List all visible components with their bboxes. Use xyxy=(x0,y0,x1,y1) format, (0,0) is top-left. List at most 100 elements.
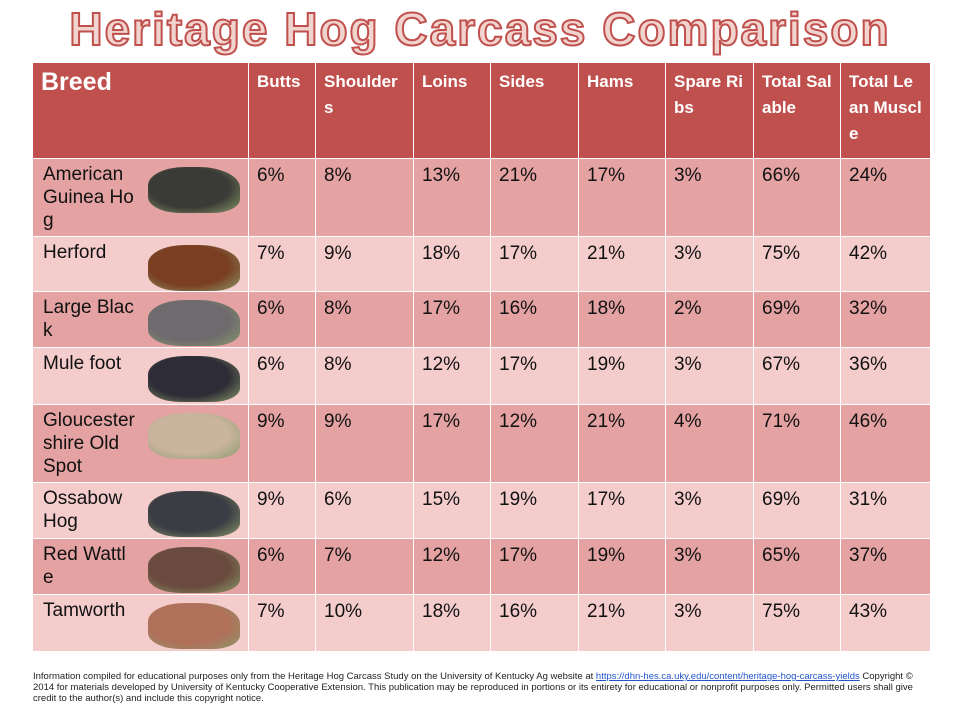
pig-photo xyxy=(148,356,240,402)
value-cell: 17% xyxy=(490,236,579,292)
breed-cell: Gloucestershire Old Spot xyxy=(32,404,249,483)
value-cell: 36% xyxy=(840,347,931,405)
value-cell: 75% xyxy=(753,236,841,292)
value-cell: 32% xyxy=(840,291,931,348)
value-cell: 21% xyxy=(578,594,666,652)
table-row: Gloucestershire Old Spot 9% 9% 17% 12% 21% 4% 7… xyxy=(32,404,931,483)
column-header: Sides xyxy=(490,62,579,159)
value-cell: 12% xyxy=(413,538,491,595)
pig-photo xyxy=(148,491,240,537)
header-row: Breed Butts Shoulders Loins Sides Hams Spare R… xyxy=(32,62,931,159)
value-cell: 3% xyxy=(665,347,754,405)
table-row: Large Black 6% 8% 17% 16% 18% 2% 69% 32% xyxy=(32,291,931,348)
value-cell: 67% xyxy=(753,347,841,405)
value-cell: 18% xyxy=(578,291,666,348)
value-cell: 2% xyxy=(665,291,754,348)
column-header: Spare Ribs xyxy=(665,62,754,159)
value-cell: 17% xyxy=(413,404,491,483)
value-cell: 19% xyxy=(490,482,579,539)
table-row: Red Wattle 6% 7% 12% 17% 19% 3% 65% 37% xyxy=(32,538,931,595)
pig-photo xyxy=(148,413,240,459)
value-cell: 12% xyxy=(490,404,579,483)
breed-name: Gloucestershire Old Spot xyxy=(43,410,135,477)
value-cell: 19% xyxy=(578,347,666,405)
value-cell: 21% xyxy=(490,158,579,237)
value-cell: 21% xyxy=(578,404,666,483)
value-cell: 12% xyxy=(413,347,491,405)
value-cell: 16% xyxy=(490,594,579,652)
column-header: Hams xyxy=(578,62,666,159)
value-cell: 6% xyxy=(248,347,316,405)
breed-name: Tamworth xyxy=(43,600,126,621)
value-cell: 18% xyxy=(413,594,491,652)
value-cell: 7% xyxy=(315,538,414,595)
breed-name: Red Wattle xyxy=(43,544,126,588)
column-header: Breed xyxy=(32,62,249,159)
value-cell: 7% xyxy=(248,236,316,292)
value-cell: 13% xyxy=(413,158,491,237)
pig-photo xyxy=(148,167,240,213)
value-cell: 21% xyxy=(578,236,666,292)
breed-name: Ossabow Hog xyxy=(43,488,123,532)
value-cell: 9% xyxy=(248,404,316,483)
title: Heritage Hog Carcass Comparison xyxy=(68,2,891,56)
value-cell: 8% xyxy=(315,158,414,237)
table-row: Mule foot 6% 8% 12% 17% 19% 3% 67% 36% xyxy=(32,347,931,405)
value-cell: 4% xyxy=(665,404,754,483)
value-cell: 65% xyxy=(753,538,841,595)
breed-cell: American Guinea Hog xyxy=(32,158,249,237)
value-cell: 17% xyxy=(578,482,666,539)
column-header: Total Salable xyxy=(753,62,841,159)
value-cell: 24% xyxy=(840,158,931,237)
value-cell: 18% xyxy=(413,236,491,292)
value-cell: 3% xyxy=(665,158,754,237)
table-row: American Guinea Hog 6% 8% 13% 21% 17% 3% 66% 24% xyxy=(32,158,931,237)
value-cell: 31% xyxy=(840,482,931,539)
breed-name: Large Black xyxy=(43,297,134,341)
table-row: Ossabow Hog 9% 6% 15% 19% 17% 3% 69% 31% xyxy=(32,482,931,539)
column-header: Loins xyxy=(413,62,491,159)
footer-text: Copyright © 2014 for materials developed… xyxy=(33,671,913,704)
value-cell: 15% xyxy=(413,482,491,539)
breed-cell: Tamworth xyxy=(32,594,249,652)
table-row: Tamworth 7% 10% 18% 16% 21% 3% 75% 43% xyxy=(32,594,931,652)
column-header: Shoulders xyxy=(315,62,414,159)
value-cell: 3% xyxy=(665,594,754,652)
breed-name: Herford xyxy=(43,242,107,263)
value-cell: 3% xyxy=(665,482,754,539)
breed-cell: Ossabow Hog xyxy=(32,482,249,539)
column-header: Butts xyxy=(248,62,316,159)
column-header: Total Lean Muscle xyxy=(840,62,931,159)
value-cell: 71% xyxy=(753,404,841,483)
value-cell: 19% xyxy=(578,538,666,595)
table-body: American Guinea Hog 6% 8% 13% 21% 17% 3% 66% 24%… xyxy=(32,158,931,652)
value-cell: 9% xyxy=(315,236,414,292)
value-cell: 43% xyxy=(840,594,931,652)
value-cell: 17% xyxy=(490,347,579,405)
value-cell: 6% xyxy=(248,538,316,595)
value-cell: 42% xyxy=(840,236,931,292)
value-cell: 9% xyxy=(248,482,316,539)
footer-text: Information compiled for educational pur… xyxy=(33,671,594,682)
value-cell: 37% xyxy=(840,538,931,595)
value-cell: 3% xyxy=(665,538,754,595)
value-cell: 9% xyxy=(315,404,414,483)
value-cell: 6% xyxy=(315,482,414,539)
pig-photo xyxy=(148,300,240,346)
value-cell: 66% xyxy=(753,158,841,237)
value-cell: 7% xyxy=(248,594,316,652)
value-cell: 17% xyxy=(578,158,666,237)
value-cell: 69% xyxy=(753,482,841,539)
value-cell: 17% xyxy=(490,538,579,595)
pig-photo xyxy=(148,603,240,649)
value-cell: 6% xyxy=(248,291,316,348)
pig-photo xyxy=(148,245,240,291)
source-link[interactable]: https://dhn-hes.ca.uky.edu/content/herit… xyxy=(595,671,860,682)
value-cell: 8% xyxy=(315,347,414,405)
value-cell: 17% xyxy=(413,291,491,348)
breed-name: Mule foot xyxy=(43,353,122,374)
pig-photo xyxy=(148,547,240,593)
breed-cell: Red Wattle xyxy=(32,538,249,595)
value-cell: 69% xyxy=(753,291,841,348)
